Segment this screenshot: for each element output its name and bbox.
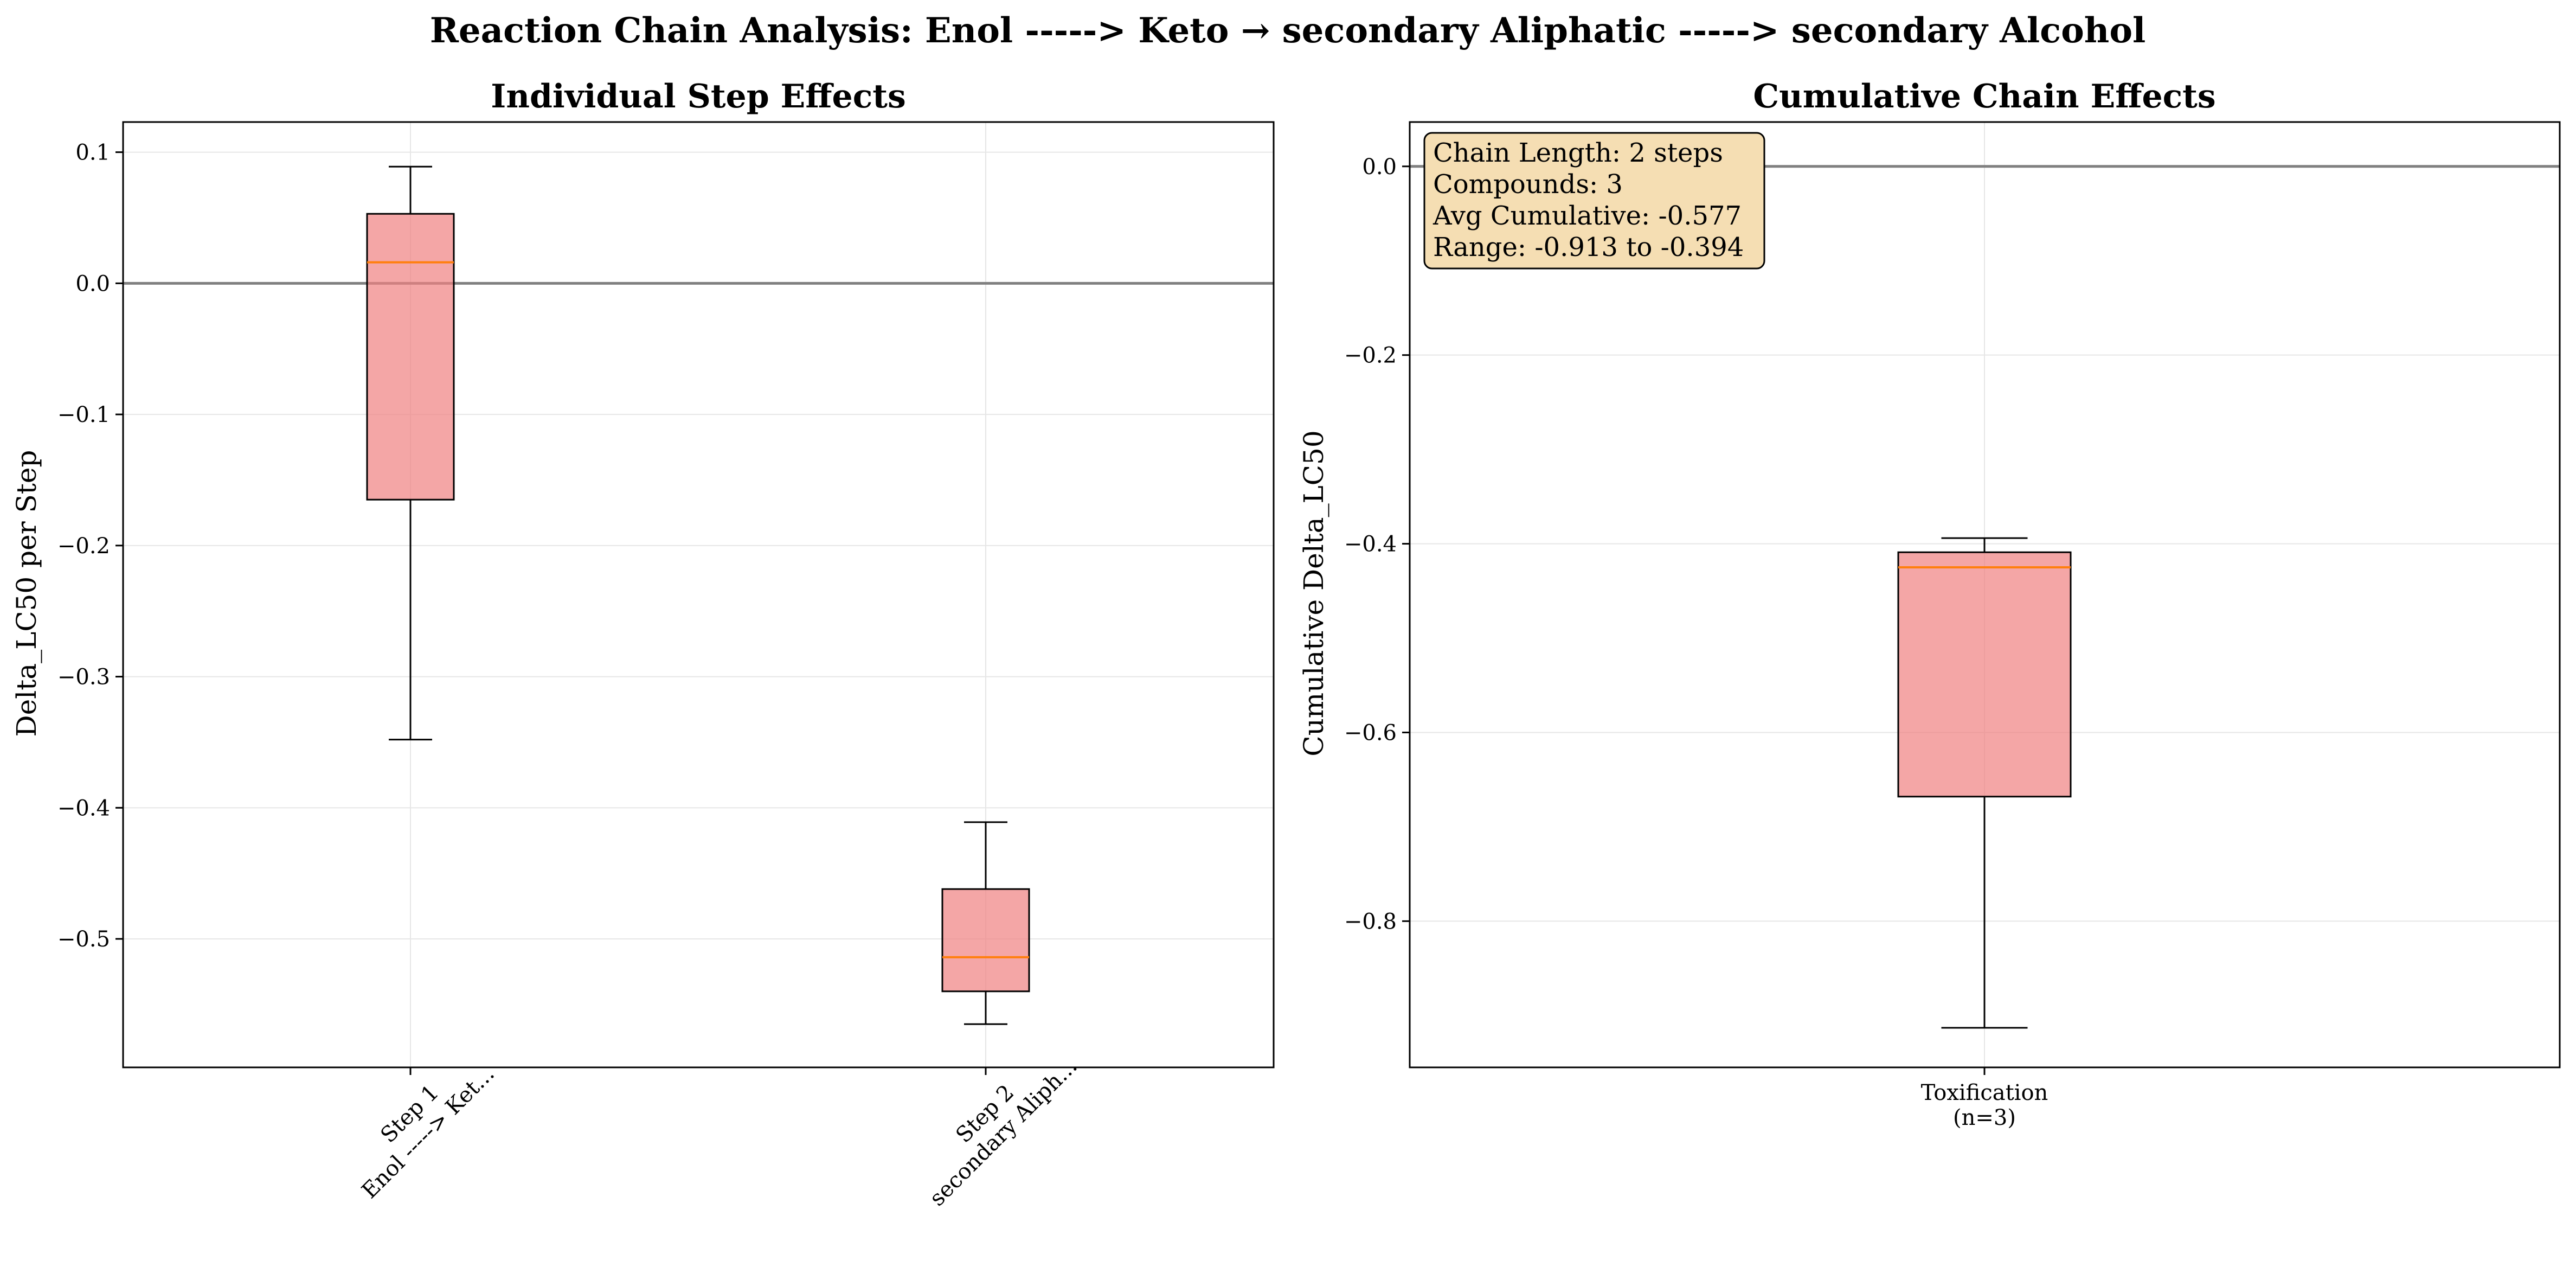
x-tick-label-count: (n=3) [1953,1105,2016,1130]
panel-2-x-ticks: Toxification(n=3) [1921,1067,2048,1130]
panel-1-grid [123,122,1274,1067]
box-plot [366,165,455,741]
chain-info-line-3: Avg Cumulative: -0.577 [1432,201,1742,231]
panel-2-ylabel: Cumulative Delta_LC50 [1298,430,1329,756]
panel-1-ylabel: Delta_LC50 per Step [11,450,42,737]
chain-info-line-2: Compounds: 3 [1433,169,1623,200]
panel-1-title: Individual Step Effects [491,78,905,116]
y-tick-label: −0.3 [57,665,110,690]
chain-info-line-4: Range: -0.913 to -0.394 [1433,232,1744,263]
iqr-box [941,888,1030,993]
x-tick-label: Step 2secondary Aliph... [907,1035,1082,1211]
figure-title: Reaction Chain Analysis: Enol -----> Ket… [430,10,2146,51]
y-tick-label: 0.0 [1362,155,1397,180]
panel-2-frame [1409,121,2561,1068]
panel-step-effects: Individual Step Effects Delta_LC50 per S… [11,78,1275,1211]
y-tick-label: −0.8 [1344,909,1397,934]
box-plot [1897,537,2072,1029]
chain-info-background [1423,132,1765,270]
panel-2-title: Cumulative Chain Effects [1753,78,2215,116]
panel-2-boxes [1897,537,2072,1029]
panel-1-frame [122,121,1275,1068]
y-tick-label: −0.1 [57,402,110,427]
iqr-box [366,213,455,501]
y-tick-label: −0.5 [57,927,110,952]
panel-1-x-ticks: Step 1Enol -----> Ket... Step 2secondary … [357,1035,1082,1211]
x-tick-label: Toxification [1921,1080,2048,1105]
panel-1-y-ticks: 0.1 0.0 −0.1 −0.2 −0.3 −0.4 −0.5 [57,140,123,952]
y-tick-label: −0.2 [1344,343,1397,368]
box-plot [941,821,1030,1025]
y-tick-label: 0.0 [75,271,110,296]
y-tick-label: 0.1 [75,140,110,165]
y-tick-label: −0.6 [1344,720,1397,745]
y-tick-label: −0.4 [1344,532,1397,557]
panel-1-boxes [366,165,1030,1025]
chain-info-box: Chain Length: 2 steps Compounds: 3 Avg C… [1423,132,1765,270]
chain-info-line-1: Chain Length: 2 steps [1433,138,1723,168]
iqr-box [1897,551,2072,798]
panel-cumulative-effects: Cumulative Chain Effects Cumulative Delt… [1298,78,2561,1130]
y-tick-label: −0.4 [57,796,110,821]
y-tick-label: −0.2 [57,534,110,559]
panel-2-y-ticks: 0.0 −0.2 −0.4 −0.6 −0.8 [1344,155,1410,934]
